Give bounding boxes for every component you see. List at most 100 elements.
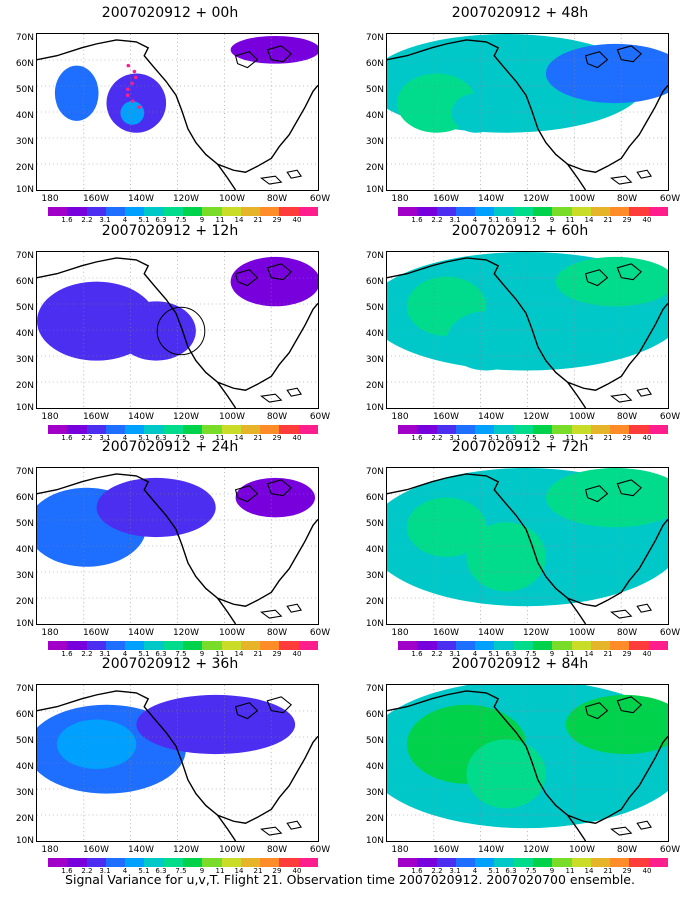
colorbar-swatch xyxy=(221,207,241,216)
colorbar-swatch xyxy=(163,641,183,650)
latitude-label: 50N xyxy=(15,736,34,746)
island-outline xyxy=(260,393,283,403)
colorbar-tick-label: 14 xyxy=(234,867,244,875)
colorbar-swatch xyxy=(105,425,126,434)
island-outline xyxy=(286,387,303,397)
colorbar-swatch xyxy=(48,858,68,867)
latitude-label: 60N xyxy=(365,277,384,287)
colorbar-swatch xyxy=(571,858,591,867)
map-panel: 2007020912 + 60h 70N 60N 50N 40N 30N 20N 10N 180… xyxy=(350,222,690,442)
colorbar-tick-label: 9 xyxy=(549,216,555,224)
colorbar-tick-label: 21 xyxy=(253,216,263,224)
colorbar-swatch xyxy=(125,858,145,867)
colorbar-swatch xyxy=(552,425,572,434)
colorbar-tick-label: 11 xyxy=(215,434,225,442)
colorbar-tick-label: 9 xyxy=(199,650,205,658)
colorbar-swatch xyxy=(436,425,456,434)
latitude-label: 50N xyxy=(365,303,384,313)
longitude-label: 140W xyxy=(477,845,505,855)
longitude-label: 180 xyxy=(41,845,59,855)
coastline xyxy=(387,39,668,173)
colorbar-swatch xyxy=(513,425,533,434)
colorbar-tick-label: 4 xyxy=(472,216,478,224)
latitude-label: 10N xyxy=(15,185,34,195)
variance-region xyxy=(545,468,668,528)
colorbar-labels: 1.6 2.2 3.1 4 5.1 6.3 7.5 9 11 14 21 29 40 xyxy=(398,650,668,659)
colorbar-tick-label: 3.1 xyxy=(99,867,111,875)
colorbar-swatch xyxy=(144,858,164,867)
colorbar-swatch xyxy=(648,425,668,434)
panel-title: 2007020912 + 00h xyxy=(101,5,239,21)
colorbar-swatch xyxy=(590,207,611,216)
colorbar-swatch xyxy=(455,858,476,867)
panel-title: 2007020912 + 84h xyxy=(451,656,589,672)
colorbar-tick-label: 1.6 xyxy=(411,650,423,658)
colorbar-tick-label: 3.1 xyxy=(449,867,461,875)
map-plot-area xyxy=(386,33,669,191)
colorbar-tick-label: 21 xyxy=(253,650,263,658)
colorbar-tick-label: 9 xyxy=(549,650,555,658)
colorbar-tick-label: 6.3 xyxy=(155,867,167,875)
latitude-label: 20N xyxy=(365,814,384,824)
island-outline xyxy=(616,45,643,63)
colorbar-swatch xyxy=(475,858,495,867)
latitude-label: 30N xyxy=(15,137,34,147)
longitude-label: 60W xyxy=(659,845,681,855)
colorbar-swatch xyxy=(163,858,183,867)
colorbar-tick-label: 4 xyxy=(122,434,128,442)
variance-region xyxy=(235,477,316,518)
map-plot-area xyxy=(36,467,319,625)
latitude-label: 60N xyxy=(365,710,384,720)
colorbar-tick-label: 1.6 xyxy=(61,867,73,875)
colorbar-swatch xyxy=(398,641,418,650)
colorbar-swatch xyxy=(105,641,126,650)
colorbar-swatch xyxy=(144,641,164,650)
longitude-label: 80W xyxy=(266,628,288,638)
latitude-label: 40N xyxy=(15,545,34,555)
colorbar-swatch xyxy=(144,207,164,216)
colorbar-swatch xyxy=(279,207,299,216)
latitude-label: 50N xyxy=(15,85,34,95)
colorbar-tick-label: 2.2 xyxy=(81,650,93,658)
longitude-label: 180 xyxy=(41,628,59,638)
colorbar-swatch xyxy=(513,207,533,216)
longitude-label: 60W xyxy=(659,412,681,422)
colorbar xyxy=(398,207,668,216)
colorbar-tick-label: 2.2 xyxy=(81,867,93,875)
map-panel: 2007020912 + 12h 70N 60N 50N 40N 30N 20N 10N 180… xyxy=(0,222,340,442)
colorbar xyxy=(48,858,318,867)
flight-track-point xyxy=(132,69,137,74)
colorbar-swatch xyxy=(475,425,495,434)
latitude-label: 50N xyxy=(365,736,384,746)
island-outline xyxy=(266,45,293,63)
longitude-label: 120W xyxy=(172,628,200,638)
colorbar-tick-label: 6.3 xyxy=(155,216,167,224)
colorbar-swatch xyxy=(475,641,495,650)
colorbar-tick-label: 7.5 xyxy=(525,434,537,442)
island-outline xyxy=(616,263,643,281)
longitude-label: 120W xyxy=(172,194,200,204)
island-outline xyxy=(286,820,303,830)
colorbar-swatch xyxy=(455,207,476,216)
variance-region xyxy=(230,35,318,64)
colorbar-tick-label: 2.2 xyxy=(431,867,443,875)
island-outline xyxy=(266,479,293,497)
longitude-label: 140W xyxy=(127,194,155,204)
colorbar-tick-label: 21 xyxy=(603,434,613,442)
colorbar-swatch xyxy=(86,207,106,216)
colorbar-swatch xyxy=(86,858,106,867)
variance-region xyxy=(116,301,196,361)
colorbar-swatch xyxy=(182,641,203,650)
coastline xyxy=(387,690,668,824)
longitude-label: 160W xyxy=(82,412,110,422)
longitude-label: 120W xyxy=(522,194,550,204)
colorbar-tick-label: 14 xyxy=(584,867,594,875)
longitude-label: 140W xyxy=(127,845,155,855)
latitude-label: 40N xyxy=(365,111,384,121)
colorbar-tick-label: 40 xyxy=(642,434,652,442)
colorbar-swatch xyxy=(260,425,280,434)
colorbar-tick-label: 1.6 xyxy=(411,434,423,442)
colorbar-tick-label: 21 xyxy=(253,867,263,875)
colorbar-swatch xyxy=(279,858,299,867)
colorbar-tick-label: 40 xyxy=(292,434,302,442)
